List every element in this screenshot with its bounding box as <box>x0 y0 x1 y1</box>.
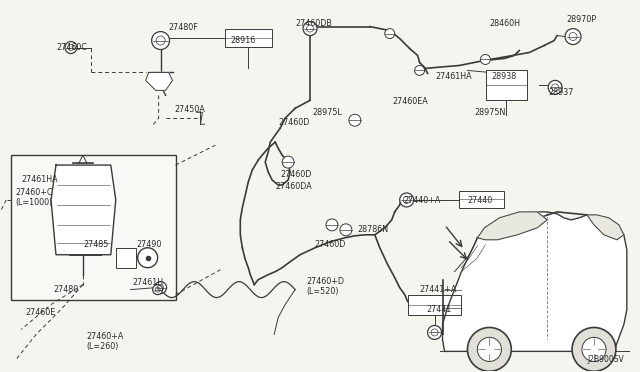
Circle shape <box>467 327 511 371</box>
Text: 27480: 27480 <box>53 285 78 294</box>
Bar <box>486 70 527 100</box>
Text: 28975L: 28975L <box>312 108 342 117</box>
Text: 27460D: 27460D <box>280 170 312 179</box>
Text: 27460DB: 27460DB <box>295 19 332 28</box>
Text: 27460DA: 27460DA <box>275 182 312 191</box>
Bar <box>225 29 272 46</box>
Text: 27441+A: 27441+A <box>420 285 457 294</box>
Text: 28938: 28938 <box>492 73 516 81</box>
Text: 27460EA: 27460EA <box>393 97 428 106</box>
Text: 27461HA: 27461HA <box>21 175 58 184</box>
Circle shape <box>428 326 442 339</box>
Text: 27440+A: 27440+A <box>404 196 441 205</box>
Circle shape <box>349 114 361 126</box>
Text: (L=260): (L=260) <box>86 342 118 352</box>
Text: 27480F: 27480F <box>168 23 198 32</box>
Text: 28916: 28916 <box>230 36 255 45</box>
Text: 28975N: 28975N <box>474 108 506 117</box>
Bar <box>408 295 461 314</box>
Circle shape <box>481 54 490 64</box>
Circle shape <box>65 42 77 54</box>
Circle shape <box>303 22 317 36</box>
Polygon shape <box>587 215 624 240</box>
Text: 27460C: 27460C <box>56 42 87 52</box>
Text: 27461HA: 27461HA <box>436 73 472 81</box>
Text: 27460+D: 27460+D <box>306 277 344 286</box>
Text: 27461H: 27461H <box>132 278 164 287</box>
Text: 27460+C: 27460+C <box>15 188 52 197</box>
Polygon shape <box>51 165 116 255</box>
Text: 27460E: 27460E <box>25 308 55 317</box>
Text: 28970P: 28970P <box>566 15 596 24</box>
Circle shape <box>340 224 352 236</box>
Circle shape <box>155 282 166 294</box>
Polygon shape <box>442 212 627 352</box>
Text: 28937: 28937 <box>548 89 573 97</box>
Circle shape <box>152 32 170 49</box>
Circle shape <box>582 337 606 362</box>
Bar <box>11 155 175 299</box>
Text: 27450A: 27450A <box>175 105 205 114</box>
Polygon shape <box>477 212 547 240</box>
Circle shape <box>477 337 501 362</box>
Text: 28786N: 28786N <box>358 225 389 234</box>
Text: 27485: 27485 <box>83 240 108 249</box>
Text: (L=520): (L=520) <box>306 286 339 296</box>
Circle shape <box>565 29 581 45</box>
Text: 27460D: 27460D <box>314 240 346 249</box>
Text: 28460H: 28460H <box>490 19 520 28</box>
Text: 27441: 27441 <box>427 305 452 314</box>
Circle shape <box>152 285 163 295</box>
Circle shape <box>385 29 395 39</box>
Bar <box>116 248 136 268</box>
Circle shape <box>572 327 616 371</box>
Text: (L=1000): (L=1000) <box>15 198 52 207</box>
Polygon shape <box>146 73 173 90</box>
Circle shape <box>548 80 562 94</box>
Text: 27460D: 27460D <box>278 118 310 127</box>
Circle shape <box>138 248 157 268</box>
Text: J2B900SV: J2B900SV <box>587 355 624 364</box>
Bar <box>460 191 504 208</box>
Text: 27440: 27440 <box>467 196 493 205</box>
Circle shape <box>400 193 413 207</box>
Text: 27460+A: 27460+A <box>86 333 124 341</box>
Circle shape <box>326 219 338 231</box>
Text: 27490: 27490 <box>137 240 162 249</box>
Circle shape <box>415 65 424 76</box>
Circle shape <box>282 156 294 168</box>
